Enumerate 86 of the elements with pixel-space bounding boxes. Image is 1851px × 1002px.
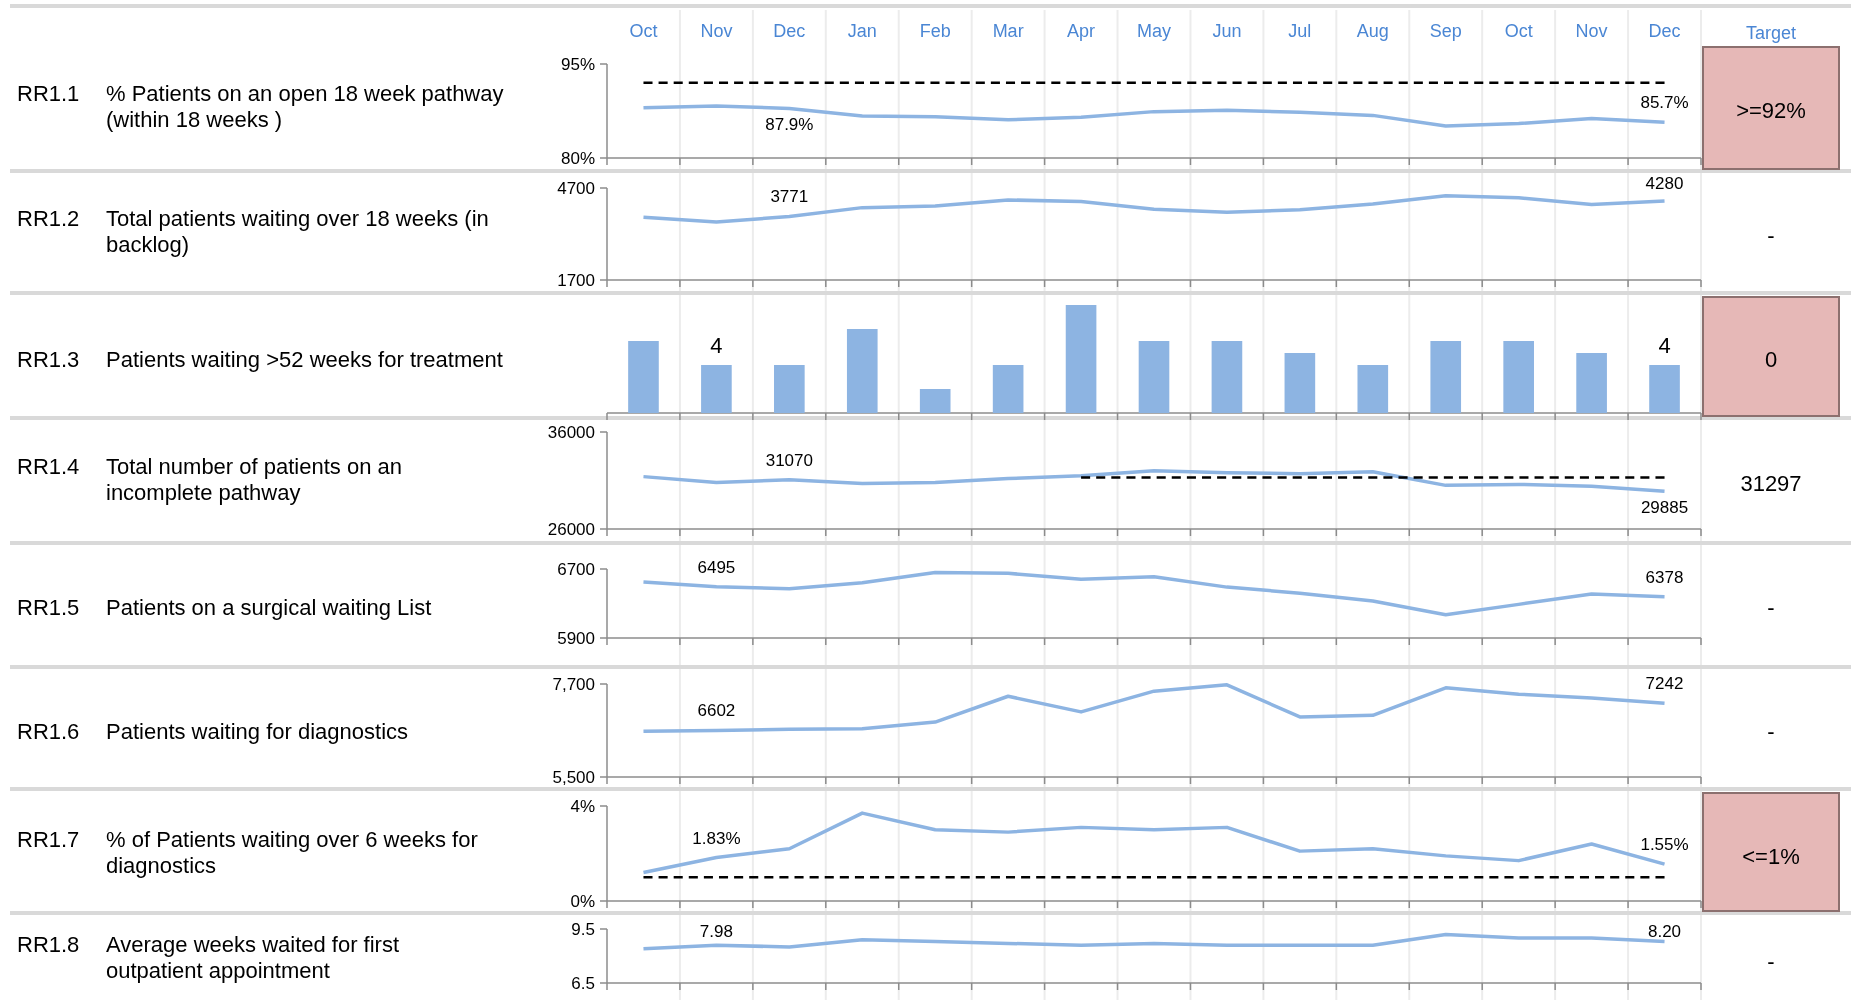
bar [1430, 341, 1462, 413]
data-label: 85.7% [1640, 93, 1689, 113]
x-tick-label: Jan [847, 21, 877, 41]
bar [628, 341, 659, 413]
y-tick-label: 4% [570, 796, 595, 816]
y-tick-label: 9.5 [571, 919, 595, 939]
x-tick-label: Nov [700, 21, 733, 41]
y-axis-title: Total patients waiting over 18 weeks (in backlog) [106, 205, 489, 257]
x-tick-label: Jun [1212, 21, 1242, 41]
data-label: 6602 [697, 701, 736, 721]
y-tick-label: 95% [560, 54, 595, 74]
line-series [641, 469, 1667, 494]
annotation: 8.20 [1647, 922, 1682, 941]
x-tick-label: Aug [1356, 21, 1389, 41]
text: <=1% [1742, 843, 1800, 869]
y-tick-label: 0% [570, 891, 595, 911]
data-label: 4 [710, 333, 723, 358]
y-axis-title: Total number of patients on an incomplete pathway [106, 453, 402, 505]
y-tick-label: 4700 [557, 178, 595, 198]
y-tick-label: 7,700 [552, 674, 595, 694]
text: RR1.7 [17, 826, 80, 852]
y2-axis-title: Target [1745, 23, 1797, 43]
x-tick-label: Oct [1504, 21, 1533, 41]
y-axis-title: Patients waiting for diagnostics [106, 718, 409, 744]
text: 0 [1764, 346, 1778, 372]
x-tick-label: Feb [919, 21, 951, 41]
text: RR1.4 [17, 453, 80, 479]
bar [919, 389, 951, 413]
bar [1284, 353, 1316, 413]
bar [846, 329, 878, 413]
x-tick-label: Mar [992, 21, 1024, 41]
y-axis-title: % Patients on an open 18 week pathway (within 18 weeks ) [106, 80, 504, 132]
x-tick-label: May [1136, 21, 1172, 41]
x-tick-label: Dec [773, 21, 806, 41]
x-tick-label: Sep [1429, 21, 1462, 41]
y-tick-label: 5900 [557, 628, 595, 648]
data-label: 87.9% [765, 115, 814, 135]
x-tick-label: Jul [1288, 21, 1312, 41]
text: - [1767, 594, 1775, 620]
text: - [1767, 222, 1775, 248]
text: RR1.1 [17, 80, 80, 106]
y-axis-title: Patients waiting >52 weeks for treatment [106, 346, 503, 372]
x-tick-label: Oct [629, 21, 658, 41]
bar [1138, 341, 1170, 413]
data-label: 4280 [1645, 174, 1684, 193]
data-label: 1.55% [1640, 835, 1689, 855]
text: RR1.8 [17, 931, 80, 957]
bar [1211, 341, 1243, 413]
text: RR1.2 [17, 205, 80, 231]
text: >=92% [1736, 97, 1806, 123]
y-tick-label: 80% [560, 148, 595, 168]
text: RR1.3 [17, 346, 80, 372]
data-label: 6378 [1645, 567, 1684, 587]
data-label: 1.83% [692, 828, 741, 848]
data-label: 7242 [1645, 674, 1684, 694]
data-label: 4 [1658, 333, 1671, 358]
y-tick-label: 6700 [557, 559, 595, 579]
bar [701, 365, 732, 413]
x-tick-label: Apr [1067, 21, 1096, 41]
bar [992, 365, 1024, 413]
y-tick-label: 26000 [547, 519, 595, 539]
y-axis-title: % of Patients waiting over 6 weeks for diagnostics [106, 826, 478, 878]
annotation: 7.98 [699, 922, 733, 941]
bar [1503, 341, 1534, 413]
text: - [1767, 718, 1775, 744]
bar [1649, 365, 1680, 413]
x-tick-label: Dec [1648, 21, 1681, 41]
text: - [1767, 948, 1775, 974]
bar [1357, 365, 1389, 413]
text: 31297 [1740, 470, 1802, 496]
data-label: 29885 [1640, 498, 1689, 518]
y-tick-label: 1700 [557, 270, 595, 290]
y-tick-label: 36000 [547, 422, 595, 442]
y-axis-title: Average weeks waited for first outpatient appointment [106, 931, 400, 983]
bar [774, 365, 805, 413]
text: RR1.6 [17, 718, 80, 744]
data-label: 31070 [765, 450, 813, 470]
y-tick-label: 5,500 [552, 767, 595, 787]
bar [1065, 305, 1097, 413]
y-tick-label: 6.5 [571, 973, 595, 993]
y-axis-title: Patients on a surgical waiting List [106, 594, 432, 620]
data-label: 3771 [770, 187, 809, 207]
x-tick-label: Nov [1575, 21, 1608, 41]
data-label: 6495 [697, 557, 736, 577]
text: RR1.5 [17, 594, 80, 620]
bar [1576, 353, 1607, 413]
